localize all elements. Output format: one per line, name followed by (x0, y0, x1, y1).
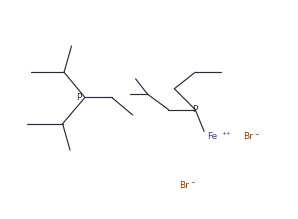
Text: Br: Br (179, 180, 189, 190)
Text: P: P (76, 93, 82, 102)
Text: −: − (255, 131, 260, 136)
Text: Br: Br (243, 132, 253, 141)
Text: −: − (190, 180, 195, 185)
Text: ++: ++ (221, 131, 231, 136)
Text: Fe: Fe (207, 132, 217, 141)
Text: P: P (193, 105, 198, 114)
